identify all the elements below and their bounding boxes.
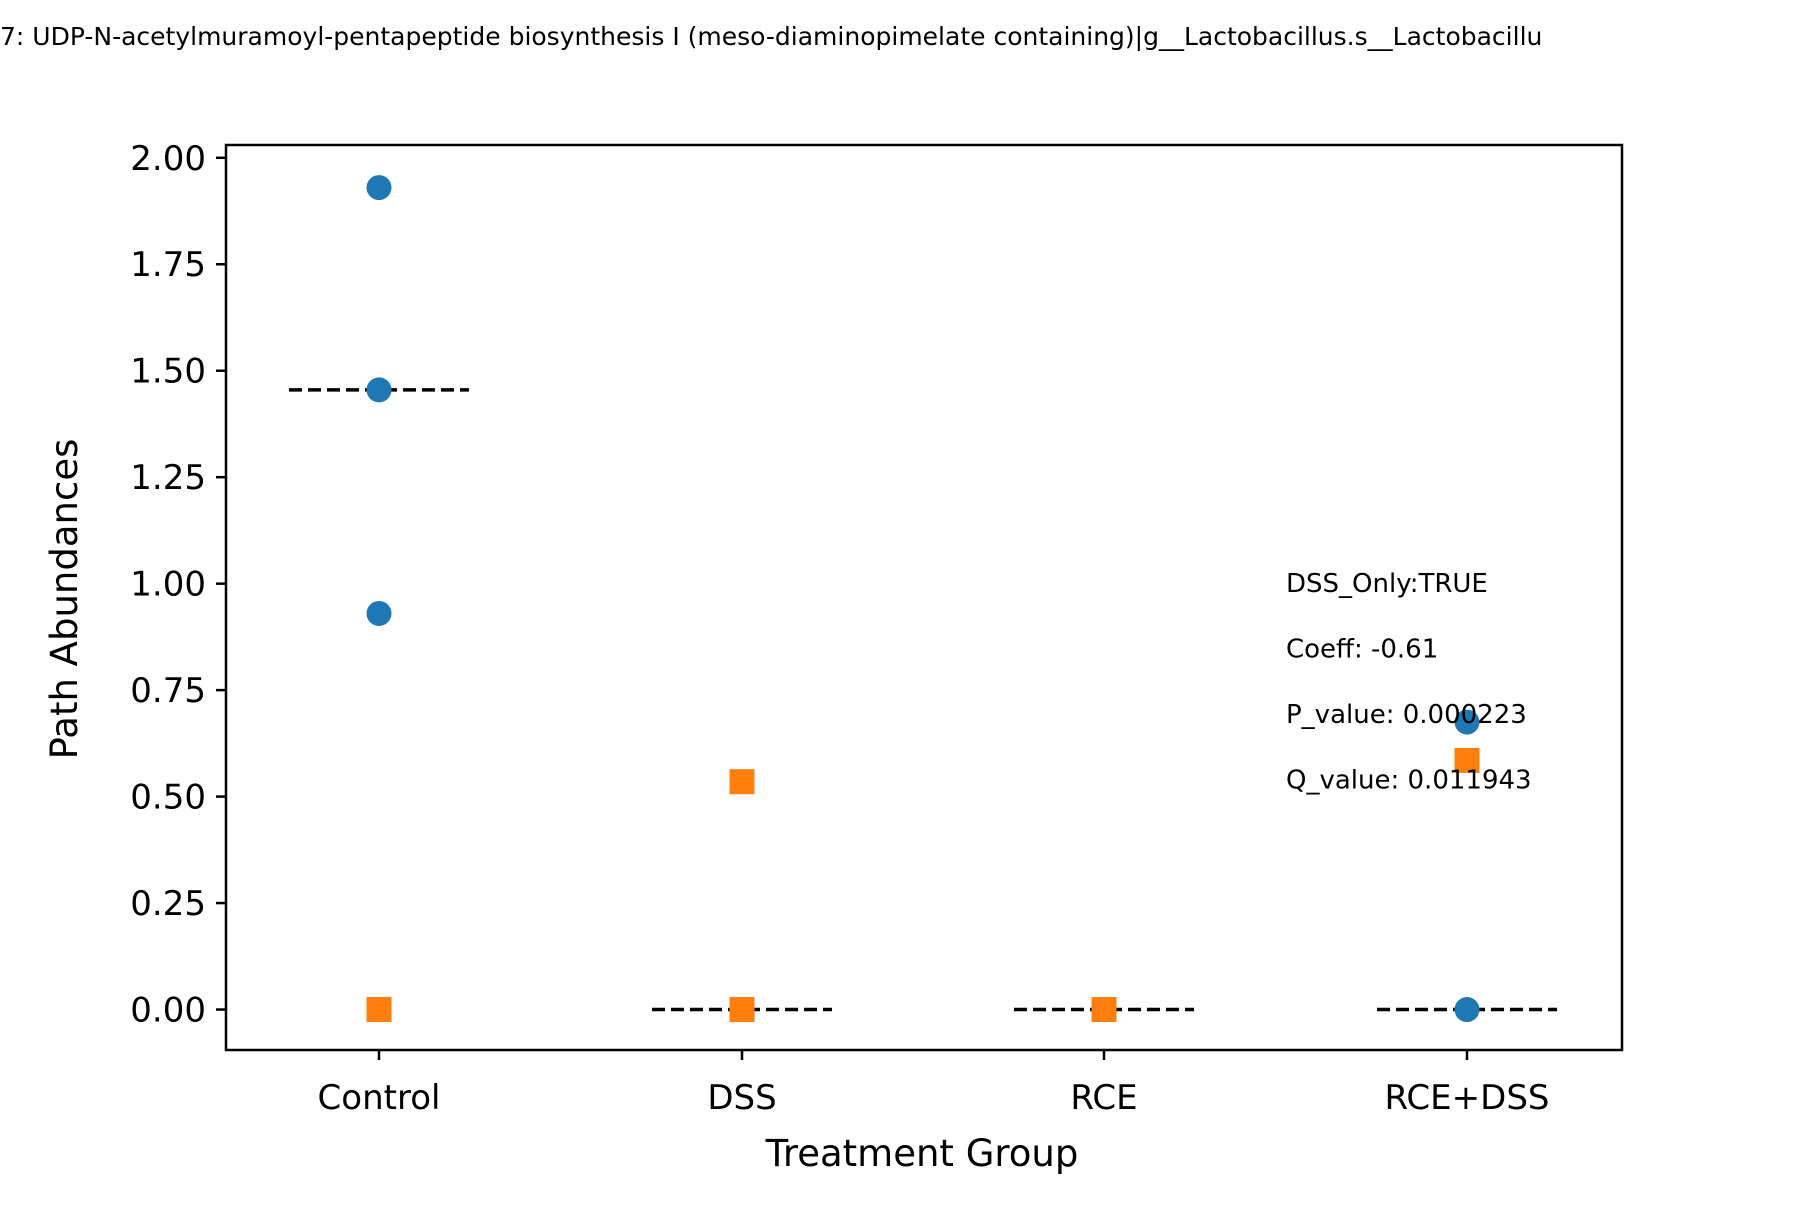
y-tick-label: 0.00 bbox=[130, 991, 206, 1031]
y-tick-label: 0.75 bbox=[130, 671, 206, 711]
data-point-square bbox=[1091, 997, 1117, 1023]
stat-annotation-line: P_value: 0.000223 bbox=[1286, 700, 1527, 730]
x-tick-label: RCE bbox=[1070, 1078, 1137, 1118]
data-point-circle bbox=[1454, 997, 1480, 1023]
data-point-square bbox=[729, 769, 755, 795]
data-point-square bbox=[366, 997, 392, 1023]
x-axis-title: Treatment Group bbox=[765, 1132, 1079, 1175]
y-tick-label: 1.75 bbox=[130, 245, 206, 285]
y-axis-title: Path Abundances bbox=[43, 439, 86, 760]
data-marks bbox=[289, 175, 1557, 1023]
x-tick-label: Control bbox=[318, 1078, 441, 1118]
y-tick-label: 2.00 bbox=[130, 139, 206, 179]
y-tick-label: 1.50 bbox=[130, 352, 206, 392]
stat-annotation-line: DSS_Only:TRUE bbox=[1286, 569, 1488, 599]
data-point-circle bbox=[366, 175, 392, 201]
data-point-circle bbox=[1454, 709, 1480, 735]
y-tick-label: 0.50 bbox=[130, 778, 206, 818]
y-tick-label: 1.00 bbox=[130, 565, 206, 605]
x-tick-label: DSS bbox=[707, 1078, 776, 1118]
plot-area: 0.00 0.25 0.50 0.75 1.00 1.25 1.50 1.75 2.00 Cont… bbox=[130, 139, 1624, 1118]
y-tick-label: 0.25 bbox=[130, 884, 206, 924]
data-point-circle bbox=[366, 600, 392, 626]
y-tick-label: 1.25 bbox=[130, 458, 206, 498]
data-point-square bbox=[729, 997, 755, 1023]
data-point-circle bbox=[366, 377, 392, 403]
stat-annotation-line: Coeff: -0.61 bbox=[1286, 635, 1438, 665]
stats-annotation: DSS_Only:TRUE Coeff: -0.61 P_value: 0.0002… bbox=[1286, 569, 1532, 796]
stat-annotation-line: Q_value: 0.011943 bbox=[1286, 766, 1532, 796]
plot-frame bbox=[224, 143, 1624, 1052]
chart-title: 7: UDP-N-acetylmuramoyl-pentapeptide bio… bbox=[0, 22, 1542, 51]
data-point-square bbox=[1454, 747, 1480, 773]
x-tick-label: RCE+DSS bbox=[1385, 1078, 1550, 1118]
